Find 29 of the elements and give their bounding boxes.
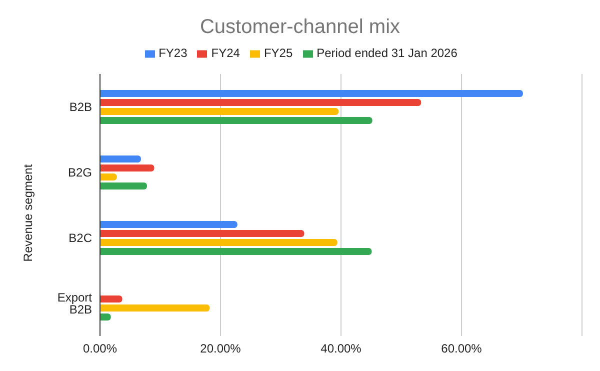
legend-label: FY24	[211, 46, 240, 60]
x-tick-label: 40.00%	[320, 342, 362, 356]
x-tick-label: 60.00%	[441, 342, 482, 356]
bar	[100, 182, 147, 190]
bar	[100, 230, 304, 237]
x-tick-label: 20.00%	[200, 342, 242, 356]
bar	[100, 174, 117, 180]
legend-label: FY23	[158, 46, 188, 60]
bar	[100, 304, 210, 312]
bar	[100, 314, 111, 320]
bar	[100, 99, 422, 106]
y-tick-label: B2B	[69, 100, 92, 114]
y-tick-label: Export B2B	[57, 290, 93, 317]
bar	[100, 239, 338, 246]
x-tick-label: 0.00%	[82, 342, 118, 356]
bar	[100, 248, 372, 255]
legend-label: Period ended 31 Jan 2026	[316, 46, 458, 60]
bar	[100, 156, 141, 162]
bar	[100, 221, 238, 228]
bar	[100, 164, 154, 172]
chart-title: Customer-channel mix	[198, 16, 402, 39]
y-axis-title: Revenue segment	[21, 164, 35, 262]
bar	[100, 117, 372, 124]
bar	[100, 296, 122, 302]
y-tick-label: B2G	[68, 166, 92, 180]
bar	[100, 108, 339, 115]
legend-label: FY25	[264, 46, 293, 60]
bar	[100, 90, 523, 97]
y-tick-label: B2C	[68, 231, 92, 246]
